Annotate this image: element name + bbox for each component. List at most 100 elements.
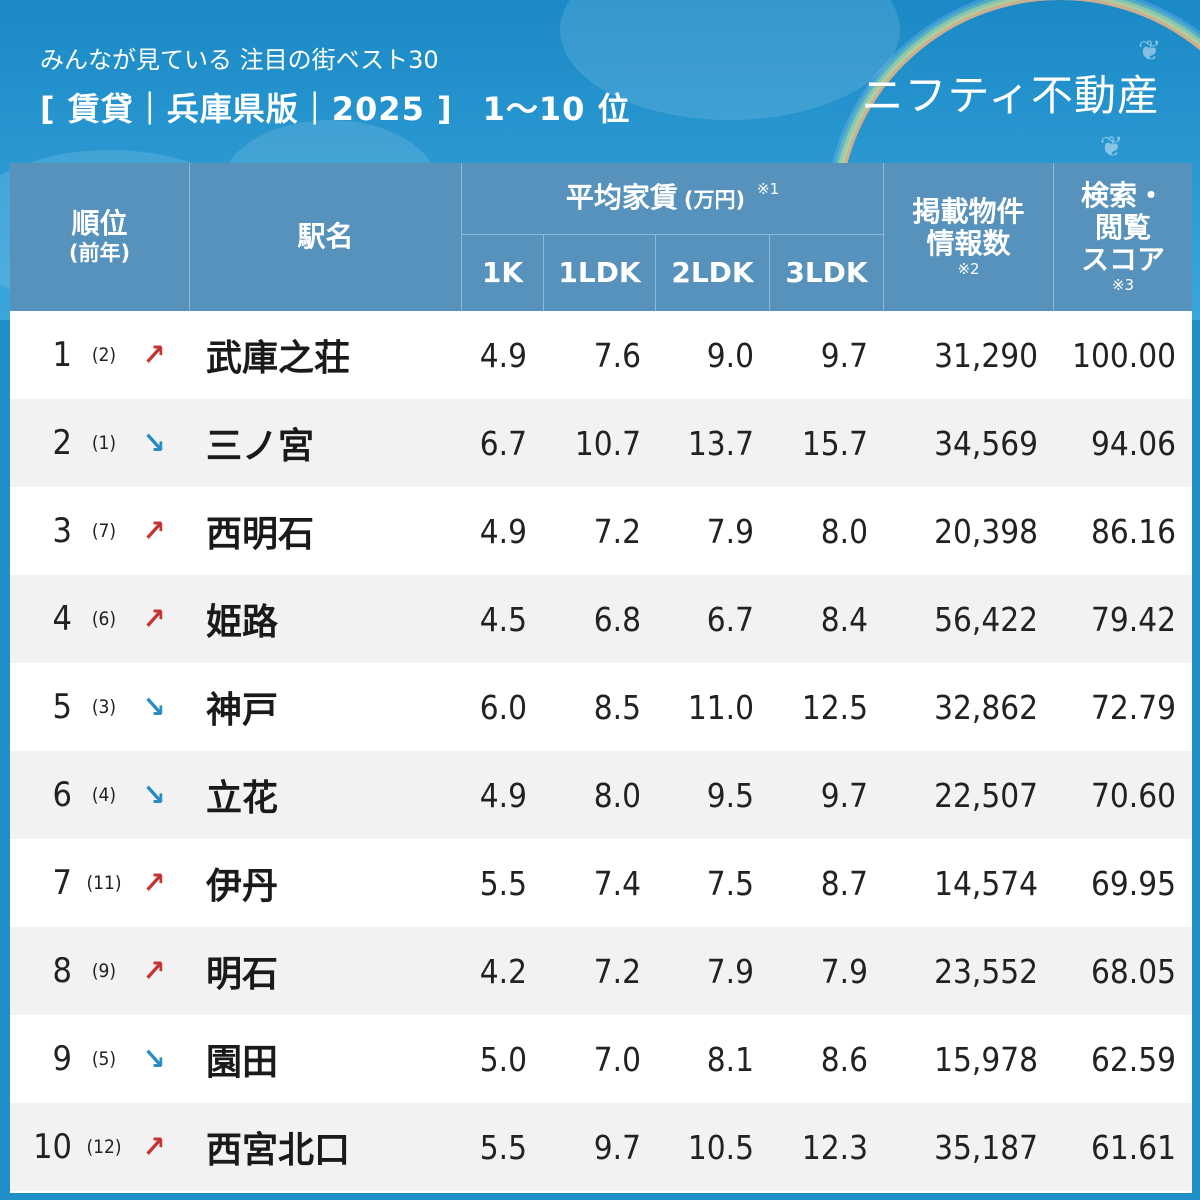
header-score-note: ※3 (1111, 276, 1135, 295)
rent-2ldk: 8.1 (706, 1039, 754, 1079)
previous-rank: (3) (91, 696, 117, 718)
station-name: 園田 (206, 1042, 279, 1083)
listing-count: 56,422 (934, 599, 1038, 639)
table-row: 1 (2) ↗ 武庫之荘 4.9 7.6 9.0 9.7 31,290 100.00 (10, 311, 1192, 399)
rent-3ldk: 9.7 (820, 335, 868, 375)
rent-1ldk: 8.0 (593, 775, 641, 815)
search-score: 70.60 (1091, 775, 1176, 815)
rent-2ldk: 9.0 (706, 335, 754, 375)
station-name: 立花 (206, 778, 279, 819)
rent-1ldk: 7.2 (593, 511, 641, 551)
header-count-line2: 情報数 (926, 227, 1011, 260)
header-score-line3: スコア (1080, 243, 1165, 277)
rank-number: 4 (52, 599, 72, 639)
table-header: 順位 (前年) 駅名 平均家賃 (万円) ※1 1K 1LDK 2LDK 3LD… (10, 163, 1192, 311)
rent-3ldk: 7.9 (820, 951, 868, 991)
header-station-label: 駅名 (297, 219, 354, 253)
header-rent-label: 平均家賃 (565, 181, 678, 215)
rank-number: 6 (52, 775, 72, 815)
rent-1k: 5.0 (479, 1039, 527, 1079)
table-row: 8 (9) ↗ 明石 4.2 7.2 7.9 7.9 23,552 68.05 (10, 927, 1192, 1015)
search-score: 68.05 (1091, 951, 1176, 991)
rent-1k: 4.2 (479, 951, 527, 991)
header-1ldk: 1LDK (544, 235, 656, 311)
rent-3ldk: 9.7 (820, 775, 868, 815)
rank-number: 10 (33, 1127, 72, 1167)
header-2ldk: 2LDK (656, 235, 770, 311)
title-label: [ 賃貸｜兵庫県版｜2025 ] (40, 90, 453, 128)
bird-icon: ❦ (1138, 34, 1162, 67)
previous-rank: (1) (91, 432, 117, 454)
header-rent-note: ※1 (757, 179, 780, 198)
rank-number: 3 (52, 511, 72, 551)
search-score: 61.61 (1091, 1127, 1176, 1167)
rent-1ldk: 7.4 (593, 863, 641, 903)
rent-3ldk: 8.0 (820, 511, 868, 551)
previous-rank: (4) (91, 784, 117, 806)
header-2ldk-label: 2LDK (671, 255, 754, 289)
previous-rank: (12) (86, 1136, 122, 1158)
rent-1k: 4.9 (479, 775, 527, 815)
rent-1ldk: 7.0 (593, 1039, 641, 1079)
rent-1k: 4.9 (479, 335, 527, 375)
header-count-note: ※2 (957, 260, 980, 279)
header-station: 駅名 (190, 163, 462, 311)
search-score: 79.42 (1091, 599, 1176, 639)
trend-up-arrow-icon: ↗ (142, 1129, 166, 1165)
search-score: 69.95 (1091, 863, 1176, 903)
station-name: 伊丹 (206, 866, 279, 907)
rank-number: 9 (52, 1039, 72, 1079)
station-name: 神戸 (206, 690, 279, 731)
listing-count: 34,569 (934, 423, 1038, 463)
rent-1k: 4.9 (479, 511, 527, 551)
table-row: 6 (4) ↘ 立花 4.9 8.0 9.5 9.7 22,507 70.60 (10, 751, 1192, 839)
search-score: 94.06 (1091, 423, 1176, 463)
listing-count: 31,290 (934, 335, 1038, 375)
rank-number: 7 (52, 863, 72, 903)
trend-up-arrow-icon: ↗ (142, 865, 166, 901)
rent-1ldk: 9.7 (593, 1127, 641, 1167)
header-rank-sub: (前年) (68, 240, 131, 265)
search-score: 72.79 (1091, 687, 1176, 727)
rent-2ldk: 7.9 (706, 951, 754, 991)
listing-count: 15,978 (934, 1039, 1038, 1079)
trend-down-arrow-icon: ↘ (142, 777, 166, 813)
listing-count: 35,187 (934, 1127, 1038, 1167)
previous-rank: (7) (91, 520, 117, 542)
rent-2ldk: 7.5 (706, 863, 754, 903)
station-name: 武庫之荘 (206, 338, 351, 379)
search-score: 62.59 (1091, 1039, 1176, 1079)
station-name: 姫路 (206, 602, 279, 643)
previous-rank: (11) (86, 872, 122, 894)
rent-1k: 5.5 (479, 1127, 527, 1167)
search-score: 86.16 (1091, 511, 1176, 551)
header-listing-count: 掲載物件 情報数 ※2 (884, 163, 1054, 311)
rent-2ldk: 13.7 (687, 423, 754, 463)
rent-3ldk: 8.7 (820, 863, 868, 903)
rent-2ldk: 6.7 (706, 599, 754, 639)
rent-1k: 6.0 (479, 687, 527, 727)
rent-1k: 5.5 (479, 863, 527, 903)
listing-count: 22,507 (934, 775, 1038, 815)
rent-1ldk: 8.5 (593, 687, 641, 727)
header-3ldk: 3LDK (770, 235, 884, 311)
table-row: 3 (7) ↗ 西明石 4.9 7.2 7.9 8.0 20,398 86.16 (10, 487, 1192, 575)
rent-2ldk: 7.9 (706, 511, 754, 551)
trend-up-arrow-icon: ↗ (142, 513, 166, 549)
table-row: 10 (12) ↗ 西宮北口 5.5 9.7 10.5 12.3 35,187 61.61 (10, 1103, 1192, 1191)
header-3ldk-label: 3LDK (785, 255, 868, 289)
brand-logo: ニフティ不動産 (861, 71, 1160, 120)
listing-count: 14,574 (934, 863, 1038, 903)
table-row: 5 (3) ↘ 神戸 6.0 8.5 11.0 12.5 32,862 72.79 (10, 663, 1192, 751)
rent-1ldk: 10.7 (574, 423, 641, 463)
rank-number: 1 (52, 335, 72, 375)
rank-range: 1〜10 位 (482, 90, 631, 128)
header-rent-unit: (万円) (683, 187, 746, 212)
trend-up-arrow-icon: ↗ (142, 601, 166, 637)
station-name: 明石 (206, 954, 279, 995)
table-row: 7 (11) ↗ 伊丹 5.5 7.4 7.5 8.7 14,574 69.95 (10, 839, 1192, 927)
previous-rank: (6) (91, 608, 117, 630)
header-count-line1: 掲載物件 (912, 194, 1025, 228)
rent-3ldk: 12.3 (801, 1127, 868, 1167)
header-score-line1: 検索・ (1080, 178, 1165, 212)
